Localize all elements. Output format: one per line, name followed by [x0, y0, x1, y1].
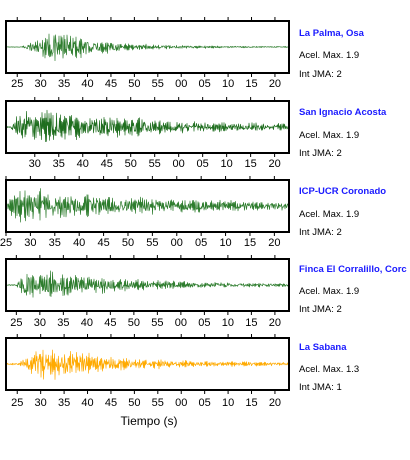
- int-jma-label: Int JMA: 2: [299, 69, 342, 80]
- acel-max-label: Acel. Max. 1.3: [299, 364, 360, 375]
- tick-label: 15: [245, 317, 257, 329]
- panel-1: 25 30 35 40 45 50 55 00 05 10 15 20: [5, 17, 290, 90]
- panel-3: 25 30 35 40 45 50 55 00 05 10 15 20: [0, 176, 290, 249]
- tick-label: 55: [152, 397, 164, 409]
- tick-label: 20: [268, 158, 280, 170]
- tick-label: 35: [57, 317, 69, 329]
- tick-label: 15: [245, 78, 257, 90]
- tick-label: 55: [149, 158, 161, 170]
- waveform-trace: [6, 188, 289, 223]
- tick-label: 00: [175, 397, 187, 409]
- tick-label: 10: [221, 158, 233, 170]
- tick-label: 30: [34, 317, 46, 329]
- tick-label: 45: [105, 397, 117, 409]
- tick-label: 25: [11, 397, 23, 409]
- tick-label: 30: [35, 397, 47, 409]
- tick-label: 45: [101, 158, 113, 170]
- tick-label: 10: [219, 237, 231, 249]
- tick-label: 25: [0, 237, 12, 249]
- tick-label: 35: [49, 237, 61, 249]
- tick-label: 50: [125, 158, 137, 170]
- tick-label: 10: [222, 397, 234, 409]
- tick-label: 35: [53, 158, 65, 170]
- acel-max-label: Acel. Max. 1.9: [299, 50, 360, 61]
- plot-frame: [5, 100, 290, 154]
- tick-label: 20: [269, 78, 281, 90]
- tick-label: 55: [152, 78, 164, 90]
- tick-label: 50: [128, 397, 140, 409]
- tick-label: 30: [24, 237, 36, 249]
- tick-label: 55: [146, 237, 158, 249]
- tick-label: 35: [58, 397, 70, 409]
- tick-label: 40: [81, 397, 93, 409]
- tick-label: 20: [268, 237, 280, 249]
- tick-label: 50: [128, 317, 140, 329]
- tick-label: 00: [175, 78, 187, 90]
- waveform-trace: [6, 109, 289, 143]
- tick-label: 45: [97, 237, 109, 249]
- station-name: Finca El Corralillo, Corc: [299, 264, 407, 275]
- station-name: La Palma, Osa: [299, 28, 364, 39]
- tick-label: 30: [35, 78, 47, 90]
- tick-label: 05: [199, 397, 211, 409]
- tick-label: 40: [81, 78, 93, 90]
- acel-max-label: Acel. Max. 1.9: [299, 130, 360, 141]
- tick-label: 40: [81, 317, 93, 329]
- tick-label: 10: [222, 78, 234, 90]
- plot-frame: [5, 337, 290, 391]
- station-name: San Ignacio Acosta: [299, 107, 387, 118]
- acel-max-label: Acel. Max. 1.9: [299, 209, 360, 220]
- tick-label: 10: [222, 317, 234, 329]
- station-name: ICP-UCR Coronado: [299, 186, 387, 197]
- panel-5: 25 30 35 40 45 50 55 00 05 10 15 20: [5, 334, 290, 409]
- plot-frame: [5, 179, 290, 233]
- tick-label: 05: [195, 237, 207, 249]
- tick-label: 45: [104, 317, 116, 329]
- tick-label: 50: [122, 237, 134, 249]
- waveform-trace: [7, 33, 289, 62]
- int-jma-label: Int JMA: 2: [299, 304, 342, 315]
- tick-label: 00: [173, 158, 185, 170]
- tick-label: 05: [199, 78, 211, 90]
- tick-label: 00: [171, 237, 183, 249]
- panel-4: 25 30 35 40 45 50 55 00 05 10 15 20: [5, 255, 290, 329]
- station-name: La Sabana: [299, 342, 347, 353]
- panel-2: 30 35 40 45 50 55 00 05 10 15 20: [5, 97, 290, 170]
- tick-label: 15: [245, 397, 257, 409]
- plot-frame: [5, 20, 290, 74]
- x-axis-title: Tiempo (s): [120, 414, 178, 428]
- waveform-trace: [6, 270, 289, 298]
- tick-label: 35: [58, 78, 70, 90]
- tick-label: 00: [175, 317, 187, 329]
- tick-label: 45: [105, 78, 117, 90]
- tick-label: 25: [10, 317, 22, 329]
- acel-max-label: Acel. Max. 1.9: [299, 286, 360, 297]
- tick-label: 20: [269, 317, 281, 329]
- plot-frame: [5, 258, 290, 312]
- tick-label: 05: [197, 158, 209, 170]
- tick-label: 55: [151, 317, 163, 329]
- tick-label: 05: [198, 317, 210, 329]
- tick-label: 40: [73, 237, 85, 249]
- waveform-trace: [6, 349, 289, 380]
- tick-label: 15: [245, 158, 257, 170]
- tick-label: 15: [244, 237, 256, 249]
- tick-label: 25: [11, 78, 23, 90]
- int-jma-label: Int JMA: 2: [299, 148, 342, 159]
- tick-label: 20: [269, 397, 281, 409]
- tick-label: 30: [29, 158, 41, 170]
- tick-label: 50: [128, 78, 140, 90]
- tick-label: 40: [77, 158, 89, 170]
- int-jma-label: Int JMA: 1: [299, 382, 342, 393]
- int-jma-label: Int JMA: 2: [299, 227, 342, 238]
